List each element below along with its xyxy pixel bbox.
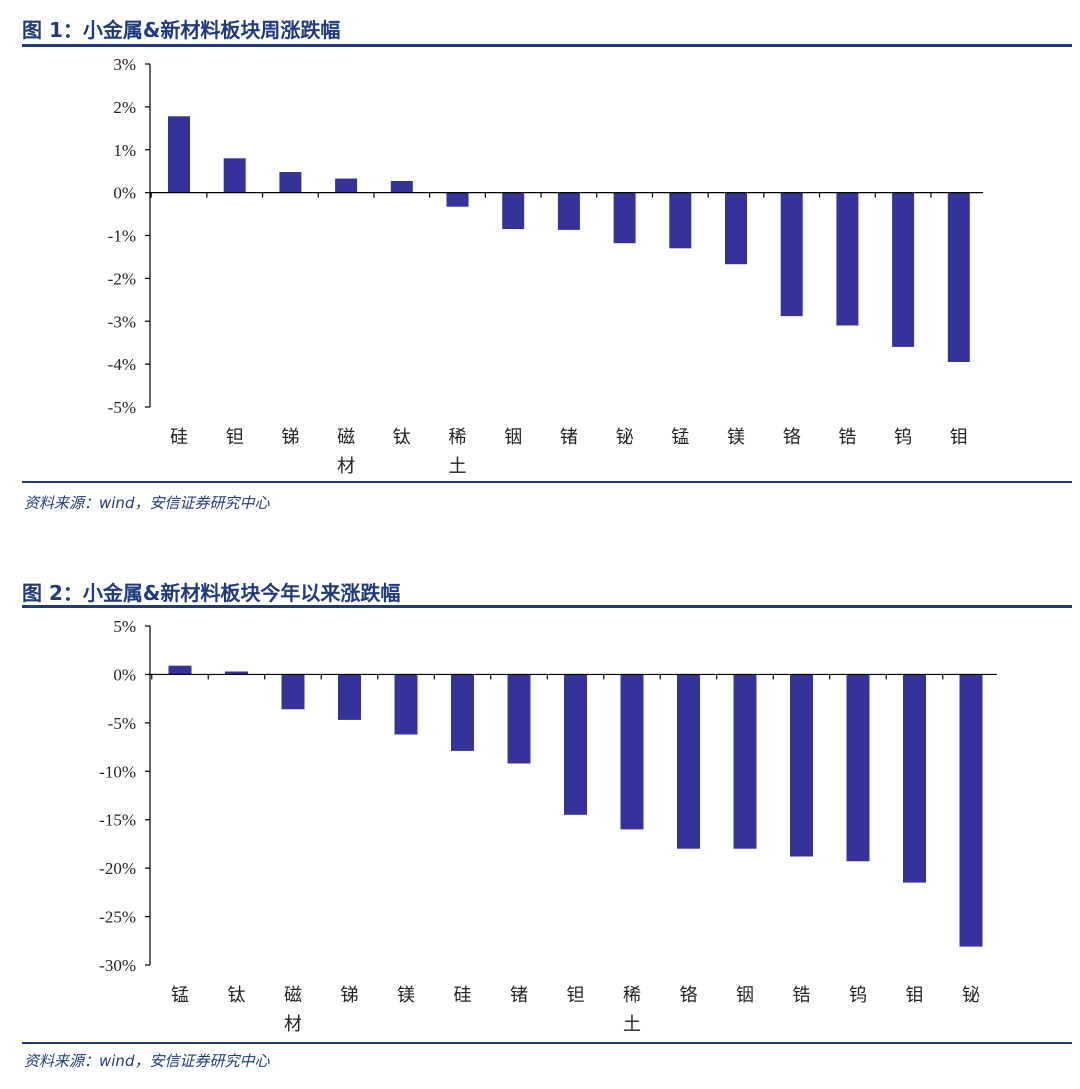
bar-5 (451, 674, 474, 751)
figure-2-bar-chart: 5% 0% -5% -10% -15% -20% -25% -30% 锰 钛 磁材 锑 镁 硅 锗 钽 稀土 铬 铟… (99, 617, 997, 1034)
x-category-label: 钽 (226, 427, 244, 447)
bar-8 (620, 674, 644, 830)
y-tick-label: 2% (113, 98, 136, 117)
x-category-label: 硅 (170, 427, 188, 447)
x-category-label: 钛 (228, 985, 246, 1005)
x-category-label: 磁材 (284, 985, 302, 1034)
x-category-label: 稀土 (449, 427, 467, 476)
bar-7 (557, 192, 580, 230)
bar-4 (394, 674, 418, 735)
x-category-label: 铟 (736, 985, 754, 1005)
y-tick-label: 3% (113, 55, 136, 74)
y-tick-label: -3% (108, 312, 136, 331)
bar-12 (846, 674, 870, 862)
y-tick-label: -25% (99, 908, 136, 927)
figure-1-bar-chart: 3% 2% 1% 0% -1% -2% -3% -4% -5% 硅 钽 锑 磁材 钛 稀土 铟 锗 铋 锰 镁 铬 锆 钨 钼 (108, 55, 983, 476)
bar-8 (613, 192, 636, 244)
x-category-label: 镁 (727, 427, 745, 447)
bar-2 (279, 172, 302, 193)
y-tick-label: -1% (108, 227, 136, 246)
x-category-label: 钨 (894, 427, 912, 447)
y-tick-label: 5% (113, 617, 136, 636)
x-category-label: 钼 (906, 985, 924, 1005)
bar-7 (564, 674, 587, 815)
figure-2-top-rule (22, 605, 1072, 608)
x-category-label: 铋 (616, 427, 634, 447)
x-category-label: 锗 (510, 985, 528, 1005)
x-category-label: 锆 (838, 427, 856, 447)
bar-14 (947, 192, 970, 362)
x-category-label: 锆 (793, 985, 811, 1005)
x-category-label: 锰 (671, 427, 689, 447)
x-category-label: 铟 (504, 427, 522, 447)
bar-1 (223, 158, 246, 193)
bar-6 (507, 674, 531, 764)
y-tick-label: -20% (99, 859, 136, 878)
y-tick-label: 1% (113, 141, 136, 160)
y-tick-label: -30% (99, 956, 136, 975)
bar-9 (669, 192, 692, 249)
bar-12 (836, 192, 859, 326)
x-category-label: 硅 (454, 985, 472, 1005)
bar-13 (903, 674, 926, 883)
x-category-label: 锗 (560, 427, 578, 447)
x-category-label: 钛 (393, 427, 411, 447)
x-category-label: 锰 (171, 985, 189, 1005)
bar-11 (790, 674, 813, 857)
figure-2-title: 图 2：小金属&新材料板块今年以来涨跌幅 (22, 581, 401, 605)
y-tick-label: 0% (113, 665, 136, 684)
y-tick-label: -10% (99, 762, 136, 781)
bar-10 (725, 192, 747, 265)
bar-11 (780, 192, 803, 317)
figure-1-title: 图 1：小金属&新材料板块周涨跌幅 (22, 18, 341, 42)
x-category-label: 锑 (341, 985, 359, 1005)
bar-13 (892, 192, 915, 347)
bar-1 (225, 671, 248, 675)
y-tick-label: 0% (113, 184, 136, 203)
bar-0 (168, 665, 192, 675)
bar-3 (338, 674, 361, 720)
x-category-label: 镁 (397, 985, 415, 1005)
x-category-label: 铬 (783, 427, 801, 447)
bar-3 (335, 178, 358, 193)
x-category-label: 钽 (567, 985, 585, 1005)
bar-10 (733, 674, 757, 849)
x-category-label: 锑 (281, 427, 299, 447)
x-category-label: 磁材 (337, 427, 355, 476)
x-category-label: 钼 (950, 427, 968, 447)
bar-9 (677, 674, 700, 849)
x-category-label: 铬 (680, 985, 698, 1005)
x-category-label: 铋 (962, 985, 980, 1005)
x-category-label: 稀土 (623, 985, 641, 1034)
bar-6 (502, 192, 525, 229)
y-tick-label: -5% (108, 714, 136, 733)
y-tick-label: -4% (108, 355, 136, 374)
x-category-label: 钨 (849, 985, 867, 1005)
y-tick-label: -15% (99, 811, 136, 830)
bar-5 (446, 192, 469, 207)
y-tick-label: -5% (108, 398, 136, 417)
bar-0 (168, 116, 190, 193)
bar-14 (959, 674, 983, 947)
figure-1-top-rule (22, 44, 1072, 47)
bar-2 (281, 674, 305, 710)
y-tick-label: -2% (108, 269, 136, 288)
figure-2-bottom-rule (22, 1042, 1072, 1044)
figure-2-source-note: 资料来源：wind，安信证券研究中心 (24, 1052, 270, 1070)
figure-1-source-note: 资料来源：wind，安信证券研究中心 (24, 494, 270, 512)
bar-4 (390, 181, 413, 193)
figure-1-bottom-rule (22, 481, 1072, 483)
